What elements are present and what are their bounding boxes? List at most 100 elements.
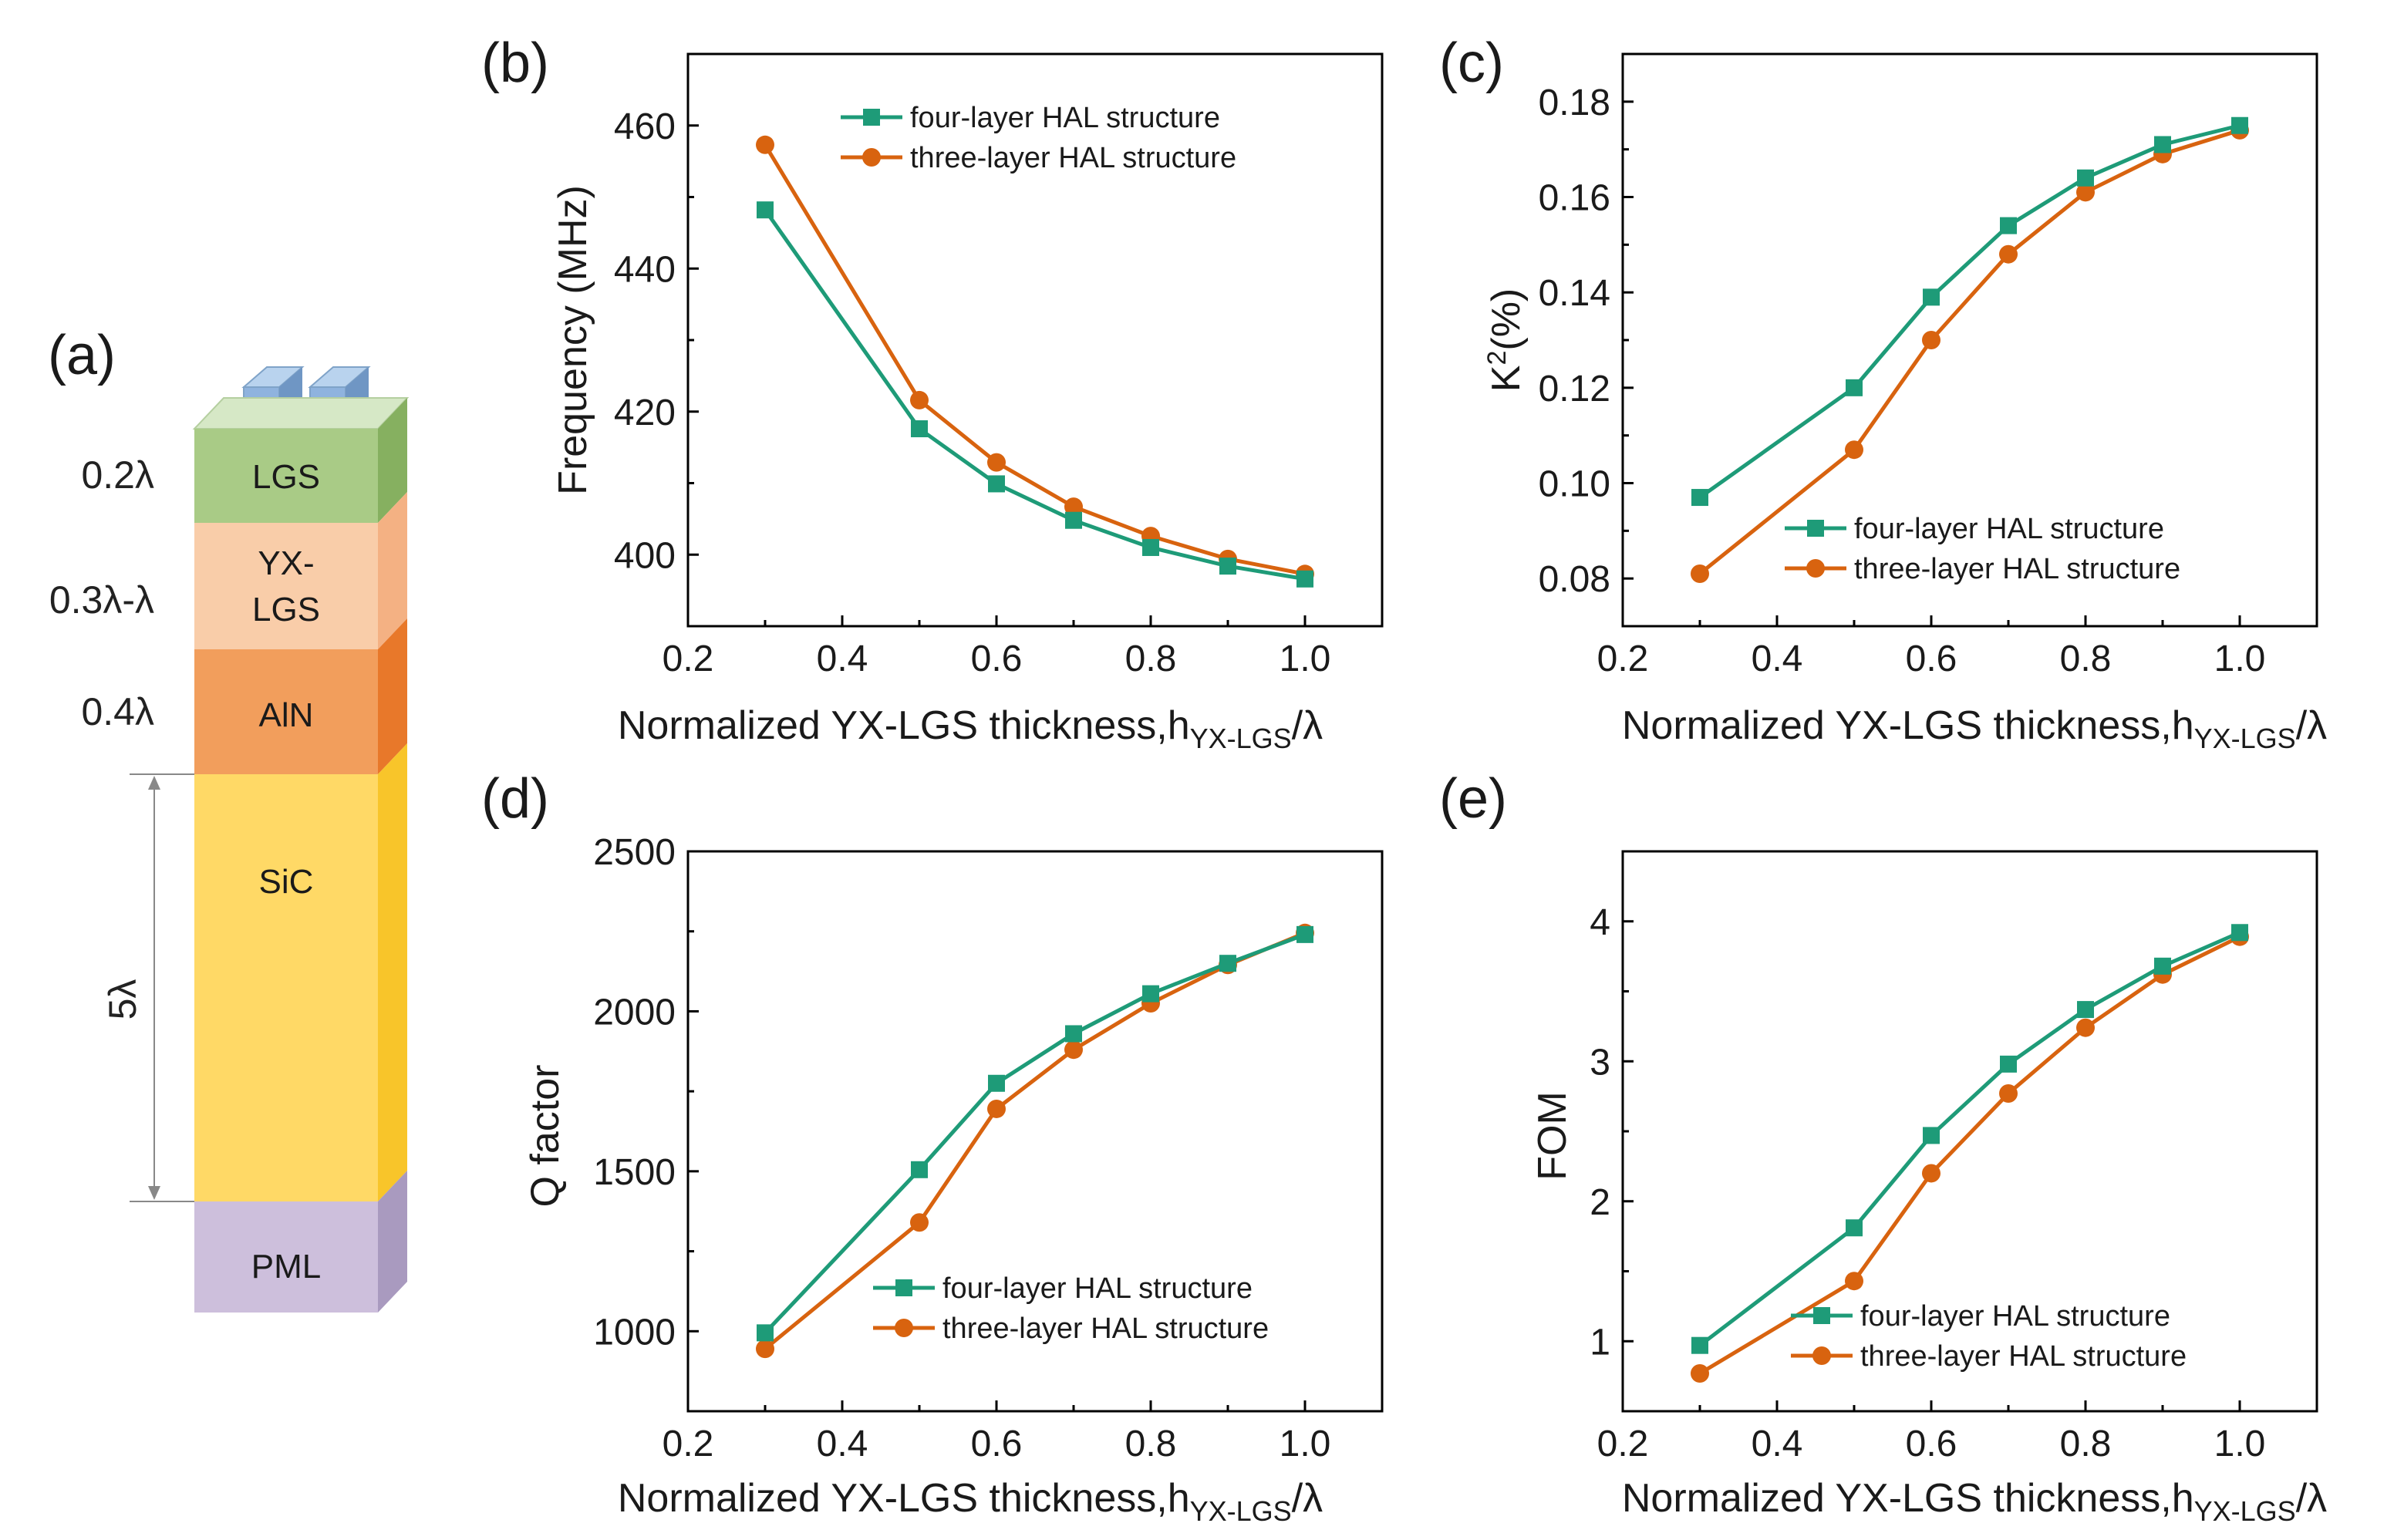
point-four-layer-1-3: [1065, 511, 1082, 529]
series-line-four-layer-1: [763, 208, 1306, 581]
panel-d-ylabel: Q factor: [523, 1065, 568, 1208]
layer-pml-label: PML: [251, 1248, 321, 1286]
panel-c-ylabel: K2(%): [1482, 288, 1529, 392]
layer-aln-label: AlN: [259, 696, 314, 734]
panel-e-letter: (e): [1439, 768, 1507, 830]
layer-sic-side: [378, 743, 407, 1201]
legend-marker-three-layer-4: [1812, 1346, 1831, 1365]
legend-marker-four-layer-1: [863, 109, 880, 126]
y-tick-label-1-3: 460: [614, 106, 676, 147]
panel-d-letter: (d): [481, 768, 549, 830]
y-tick-label-1-0: 400: [614, 535, 676, 576]
layer-yx-lgs: [194, 523, 378, 649]
point-three-layer-2-3: [1999, 244, 2018, 264]
legend-marker-three-layer-2: [1806, 559, 1825, 578]
thickness-lgs: 0.2λ: [81, 453, 154, 497]
point-four-layer-4-5: [2154, 957, 2171, 975]
x-tick-label-4-0: 0.2: [1597, 1424, 1649, 1464]
point-four-layer-1-5: [1219, 558, 1236, 575]
x-tick-label-4-1: 0.4: [1752, 1424, 1803, 1464]
layer-lgs-side: [378, 398, 407, 523]
point-three-layer-4-4: [2076, 1018, 2095, 1037]
y-tick-label-2-2: 0.12: [1539, 369, 1610, 409]
series-line-three-layer-1: [763, 143, 1306, 576]
legend-label-four-layer-4: four-layer HAL structure: [1860, 1300, 2170, 1333]
point-three-layer-1-0: [756, 135, 774, 154]
x-tick-label-1-4: 1.0: [1280, 639, 1331, 679]
point-three-layer-2-2: [1922, 331, 1940, 349]
point-four-layer-4-0: [1691, 1336, 1708, 1354]
x-tick-label-1-3: 0.8: [1125, 639, 1177, 679]
y-tick-label-1-1: 420: [614, 393, 676, 433]
y-tick-label-3-1: 1500: [593, 1152, 676, 1193]
point-four-layer-1-6: [1296, 570, 1313, 588]
panel-c-xlabel: Normalized YX-LGS thickness,hYX-LGS/λ: [1622, 703, 2327, 754]
point-three-layer-4-2: [1922, 1164, 1940, 1183]
point-three-layer-1-1: [910, 390, 929, 409]
plot-frame-3: [686, 850, 1384, 1413]
layer-pml: [194, 1201, 378, 1313]
point-four-layer-2-3: [2000, 217, 2017, 234]
legend-label-four-layer-2: four-layer HAL structure: [1854, 513, 2164, 545]
legend-marker-four-layer-3: [895, 1279, 912, 1296]
panel-d-xlabel: Normalized YX-LGS thickness,hYX-LGS/λ: [618, 1476, 1323, 1527]
point-four-layer-2-6: [2231, 116, 2248, 134]
point-four-layer-4-4: [2077, 1001, 2094, 1019]
x-tick-label-3-0: 0.2: [663, 1424, 714, 1464]
layer-aln-side: [378, 618, 407, 774]
x-tick-label-4-4: 1.0: [2214, 1424, 2266, 1464]
layer-yx-lgs-label-2: LGS: [252, 591, 320, 628]
legend-label-three-layer-1: three-layer HAL structure: [910, 142, 1236, 174]
point-four-layer-3-5: [1219, 955, 1236, 972]
panel-e-ylabel: FOM: [1530, 1091, 1575, 1181]
legend-label-three-layer-3: three-layer HAL structure: [942, 1313, 1269, 1345]
panel-b-ylabel: Frequency (MHz): [551, 185, 595, 495]
series-line-three-layer-2: [1698, 128, 2241, 575]
legend-label-four-layer-3: four-layer HAL structure: [942, 1272, 1253, 1305]
x-tick-label-1-2: 0.6: [971, 639, 1023, 679]
point-three-layer-2-0: [1691, 564, 1709, 583]
series-line-four-layer-4: [1698, 930, 2241, 1347]
layer-pml-side: [378, 1171, 407, 1313]
y-tick-label-2-5: 0.18: [1539, 83, 1610, 123]
x-tick-label-2-3: 0.8: [2060, 639, 2112, 679]
x-tick-label-2-2: 0.6: [1906, 639, 1957, 679]
sic-dimension: [130, 773, 194, 1202]
y-tick-label-2-0: 0.08: [1539, 559, 1610, 600]
point-four-layer-3-0: [757, 1324, 774, 1342]
point-four-layer-2-2: [1923, 288, 1940, 306]
panel-a: (a) LGS YX- LGS AlN SiC PML: [48, 325, 410, 1313]
point-four-layer-4-3: [2000, 1055, 2017, 1073]
point-three-layer-2-4: [2076, 183, 2095, 202]
x-tick-label-4-2: 0.6: [1906, 1424, 1957, 1464]
panel-c-chart: (c) K2(%) Normalized YX-LGS thickness,hY…: [1439, 32, 2327, 754]
stack-top-face: [192, 397, 410, 430]
legend-marker-four-layer-2: [1807, 520, 1824, 537]
panel-b-letter: (b): [481, 32, 549, 94]
layer-sic-label: SiC: [259, 863, 314, 901]
x-tick-label-3-3: 0.8: [1125, 1424, 1177, 1464]
point-four-layer-1-1: [911, 420, 928, 438]
panel-d-chart: (d) Q factor Normalized YX-LGS thickness…: [481, 768, 1384, 1527]
panel-e-xlabel: Normalized YX-LGS thickness,hYX-LGS/λ: [1622, 1476, 2327, 1527]
legend-label-three-layer-2: three-layer HAL structure: [1854, 553, 2180, 585]
point-four-layer-1-0: [757, 201, 774, 219]
x-tick-label-3-4: 1.0: [1280, 1424, 1331, 1464]
legend-marker-three-layer-1: [862, 148, 881, 167]
point-four-layer-4-6: [2231, 924, 2248, 942]
x-tick-label-2-0: 0.2: [1597, 639, 1649, 679]
point-four-layer-3-3: [1065, 1025, 1082, 1043]
x-tick-label-2-1: 0.4: [1752, 639, 1803, 679]
point-four-layer-4-2: [1923, 1127, 1940, 1144]
y-tick-label-3-0: 1000: [593, 1312, 676, 1353]
point-four-layer-3-6: [1296, 925, 1313, 943]
x-tick-label-2-4: 1.0: [2214, 639, 2266, 679]
point-three-layer-3-3: [1064, 1040, 1083, 1060]
legend-label-four-layer-1: four-layer HAL structure: [910, 102, 1220, 134]
x-tick-label-1-0: 0.2: [663, 639, 714, 679]
panel-a-letter: (a): [48, 325, 116, 386]
point-four-layer-2-5: [2154, 136, 2171, 153]
point-four-layer-2-0: [1691, 489, 1708, 507]
y-tick-label-4-1: 2: [1590, 1182, 1610, 1223]
thickness-yx-lgs: 0.3λ-λ: [49, 578, 154, 622]
